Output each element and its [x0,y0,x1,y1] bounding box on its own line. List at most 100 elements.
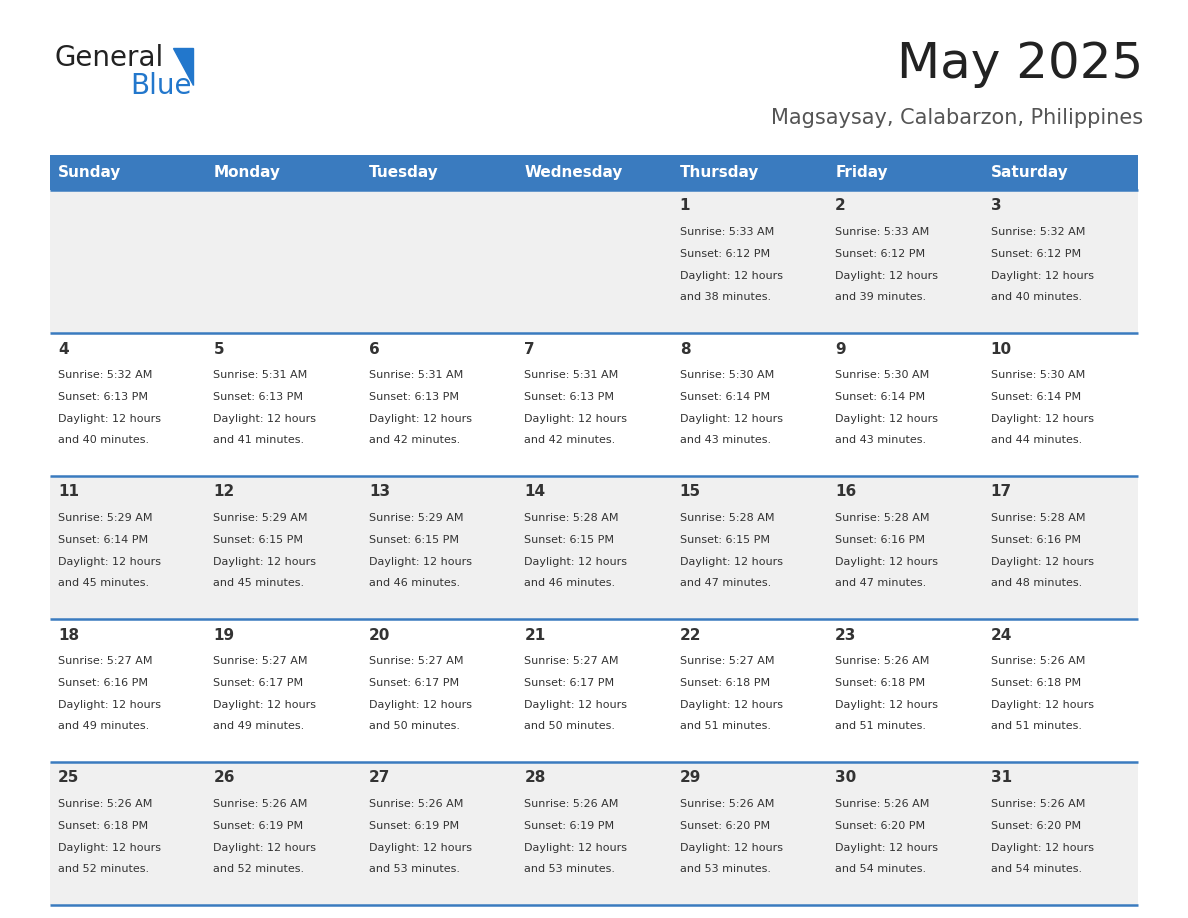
Text: Daylight: 12 hours: Daylight: 12 hours [680,414,783,424]
Text: General: General [55,44,164,72]
Text: Sunrise: 5:30 AM: Sunrise: 5:30 AM [991,370,1085,380]
Text: Sunrise: 5:26 AM: Sunrise: 5:26 AM [58,799,152,809]
Text: 26: 26 [214,770,235,786]
Text: Sunset: 6:13 PM: Sunset: 6:13 PM [214,392,303,402]
Text: Sunrise: 5:27 AM: Sunrise: 5:27 AM [58,656,152,666]
Text: Sunset: 6:17 PM: Sunset: 6:17 PM [368,678,459,688]
Text: and 40 minutes.: and 40 minutes. [991,292,1082,302]
Text: 14: 14 [524,485,545,499]
Text: Sunrise: 5:26 AM: Sunrise: 5:26 AM [368,799,463,809]
Text: and 43 minutes.: and 43 minutes. [680,435,771,445]
Text: Sunrise: 5:27 AM: Sunrise: 5:27 AM [524,656,619,666]
Text: Sunrise: 5:28 AM: Sunrise: 5:28 AM [835,513,930,523]
Text: Sunrise: 5:30 AM: Sunrise: 5:30 AM [680,370,773,380]
Text: Sunset: 6:17 PM: Sunset: 6:17 PM [524,678,614,688]
Text: Sunset: 6:13 PM: Sunset: 6:13 PM [524,392,614,402]
Text: Daylight: 12 hours: Daylight: 12 hours [214,843,316,853]
Text: 19: 19 [214,628,234,643]
Text: Daylight: 12 hours: Daylight: 12 hours [680,557,783,567]
Text: Daylight: 12 hours: Daylight: 12 hours [680,700,783,710]
Text: Thursday: Thursday [680,165,759,180]
Text: and 43 minutes.: and 43 minutes. [835,435,927,445]
Text: Daylight: 12 hours: Daylight: 12 hours [58,557,162,567]
Text: and 51 minutes.: and 51 minutes. [680,721,771,731]
Text: Sunrise: 5:28 AM: Sunrise: 5:28 AM [680,513,775,523]
Text: Daylight: 12 hours: Daylight: 12 hours [214,557,316,567]
Text: 22: 22 [680,628,701,643]
Text: Daylight: 12 hours: Daylight: 12 hours [835,843,939,853]
Text: and 38 minutes.: and 38 minutes. [680,292,771,302]
Text: Sunday: Sunday [58,165,121,180]
Text: Sunrise: 5:26 AM: Sunrise: 5:26 AM [835,656,929,666]
Text: Sunrise: 5:30 AM: Sunrise: 5:30 AM [835,370,929,380]
Text: Sunset: 6:18 PM: Sunset: 6:18 PM [991,678,1081,688]
Text: Sunset: 6:12 PM: Sunset: 6:12 PM [680,249,770,259]
Text: Sunset: 6:15 PM: Sunset: 6:15 PM [368,535,459,545]
Text: Daylight: 12 hours: Daylight: 12 hours [680,843,783,853]
Text: and 53 minutes.: and 53 minutes. [368,864,460,874]
Text: Daylight: 12 hours: Daylight: 12 hours [835,414,939,424]
Text: Sunrise: 5:28 AM: Sunrise: 5:28 AM [524,513,619,523]
Text: Sunset: 6:14 PM: Sunset: 6:14 PM [835,392,925,402]
Text: Sunrise: 5:33 AM: Sunrise: 5:33 AM [680,227,773,237]
Text: Sunrise: 5:31 AM: Sunrise: 5:31 AM [524,370,619,380]
Text: Sunrise: 5:29 AM: Sunrise: 5:29 AM [368,513,463,523]
Text: Sunrise: 5:26 AM: Sunrise: 5:26 AM [524,799,619,809]
Text: Monday: Monday [214,165,280,180]
Text: and 51 minutes.: and 51 minutes. [991,721,1081,731]
Text: 10: 10 [991,341,1012,356]
Text: and 39 minutes.: and 39 minutes. [835,292,927,302]
Text: 7: 7 [524,341,535,356]
Text: 4: 4 [58,341,69,356]
Text: Sunset: 6:14 PM: Sunset: 6:14 PM [991,392,1081,402]
Text: Sunset: 6:15 PM: Sunset: 6:15 PM [214,535,303,545]
Text: Sunset: 6:20 PM: Sunset: 6:20 PM [835,821,925,831]
Text: and 42 minutes.: and 42 minutes. [524,435,615,445]
Text: Sunrise: 5:31 AM: Sunrise: 5:31 AM [214,370,308,380]
Text: and 52 minutes.: and 52 minutes. [58,864,150,874]
Text: Sunrise: 5:26 AM: Sunrise: 5:26 AM [680,799,775,809]
Text: Sunrise: 5:32 AM: Sunrise: 5:32 AM [58,370,152,380]
Text: Sunset: 6:16 PM: Sunset: 6:16 PM [58,678,148,688]
Text: 13: 13 [368,485,390,499]
Text: Saturday: Saturday [991,165,1068,180]
Text: Sunset: 6:18 PM: Sunset: 6:18 PM [680,678,770,688]
Text: Sunset: 6:12 PM: Sunset: 6:12 PM [835,249,925,259]
Text: 5: 5 [214,341,225,356]
Text: 21: 21 [524,628,545,643]
Text: Tuesday: Tuesday [368,165,438,180]
Text: 23: 23 [835,628,857,643]
Text: 29: 29 [680,770,701,786]
Text: and 54 minutes.: and 54 minutes. [991,864,1082,874]
Text: Sunrise: 5:32 AM: Sunrise: 5:32 AM [991,227,1085,237]
Text: and 41 minutes.: and 41 minutes. [214,435,304,445]
Text: Magsaysay, Calabarzon, Philippines: Magsaysay, Calabarzon, Philippines [771,108,1143,128]
Text: Daylight: 12 hours: Daylight: 12 hours [214,700,316,710]
Text: 28: 28 [524,770,545,786]
Text: 31: 31 [991,770,1012,786]
Text: and 52 minutes.: and 52 minutes. [214,864,304,874]
Text: Sunset: 6:18 PM: Sunset: 6:18 PM [835,678,925,688]
Text: Sunset: 6:15 PM: Sunset: 6:15 PM [680,535,770,545]
Text: Daylight: 12 hours: Daylight: 12 hours [991,700,1094,710]
Text: Sunset: 6:19 PM: Sunset: 6:19 PM [214,821,304,831]
Text: and 49 minutes.: and 49 minutes. [58,721,150,731]
Text: Sunset: 6:16 PM: Sunset: 6:16 PM [835,535,925,545]
Text: 2: 2 [835,198,846,214]
Text: Sunset: 6:13 PM: Sunset: 6:13 PM [368,392,459,402]
Text: Sunrise: 5:27 AM: Sunrise: 5:27 AM [368,656,463,666]
Text: Sunset: 6:13 PM: Sunset: 6:13 PM [58,392,148,402]
Text: Daylight: 12 hours: Daylight: 12 hours [835,700,939,710]
Text: 9: 9 [835,341,846,356]
Text: Daylight: 12 hours: Daylight: 12 hours [368,414,472,424]
Text: and 50 minutes.: and 50 minutes. [524,721,615,731]
Text: Daylight: 12 hours: Daylight: 12 hours [214,414,316,424]
Text: Daylight: 12 hours: Daylight: 12 hours [991,414,1094,424]
Text: May 2025: May 2025 [897,40,1143,88]
Text: Sunrise: 5:26 AM: Sunrise: 5:26 AM [835,799,929,809]
Text: and 50 minutes.: and 50 minutes. [368,721,460,731]
Text: 27: 27 [368,770,390,786]
Text: Sunset: 6:20 PM: Sunset: 6:20 PM [680,821,770,831]
Text: Sunset: 6:17 PM: Sunset: 6:17 PM [214,678,304,688]
Text: Sunrise: 5:26 AM: Sunrise: 5:26 AM [991,656,1085,666]
